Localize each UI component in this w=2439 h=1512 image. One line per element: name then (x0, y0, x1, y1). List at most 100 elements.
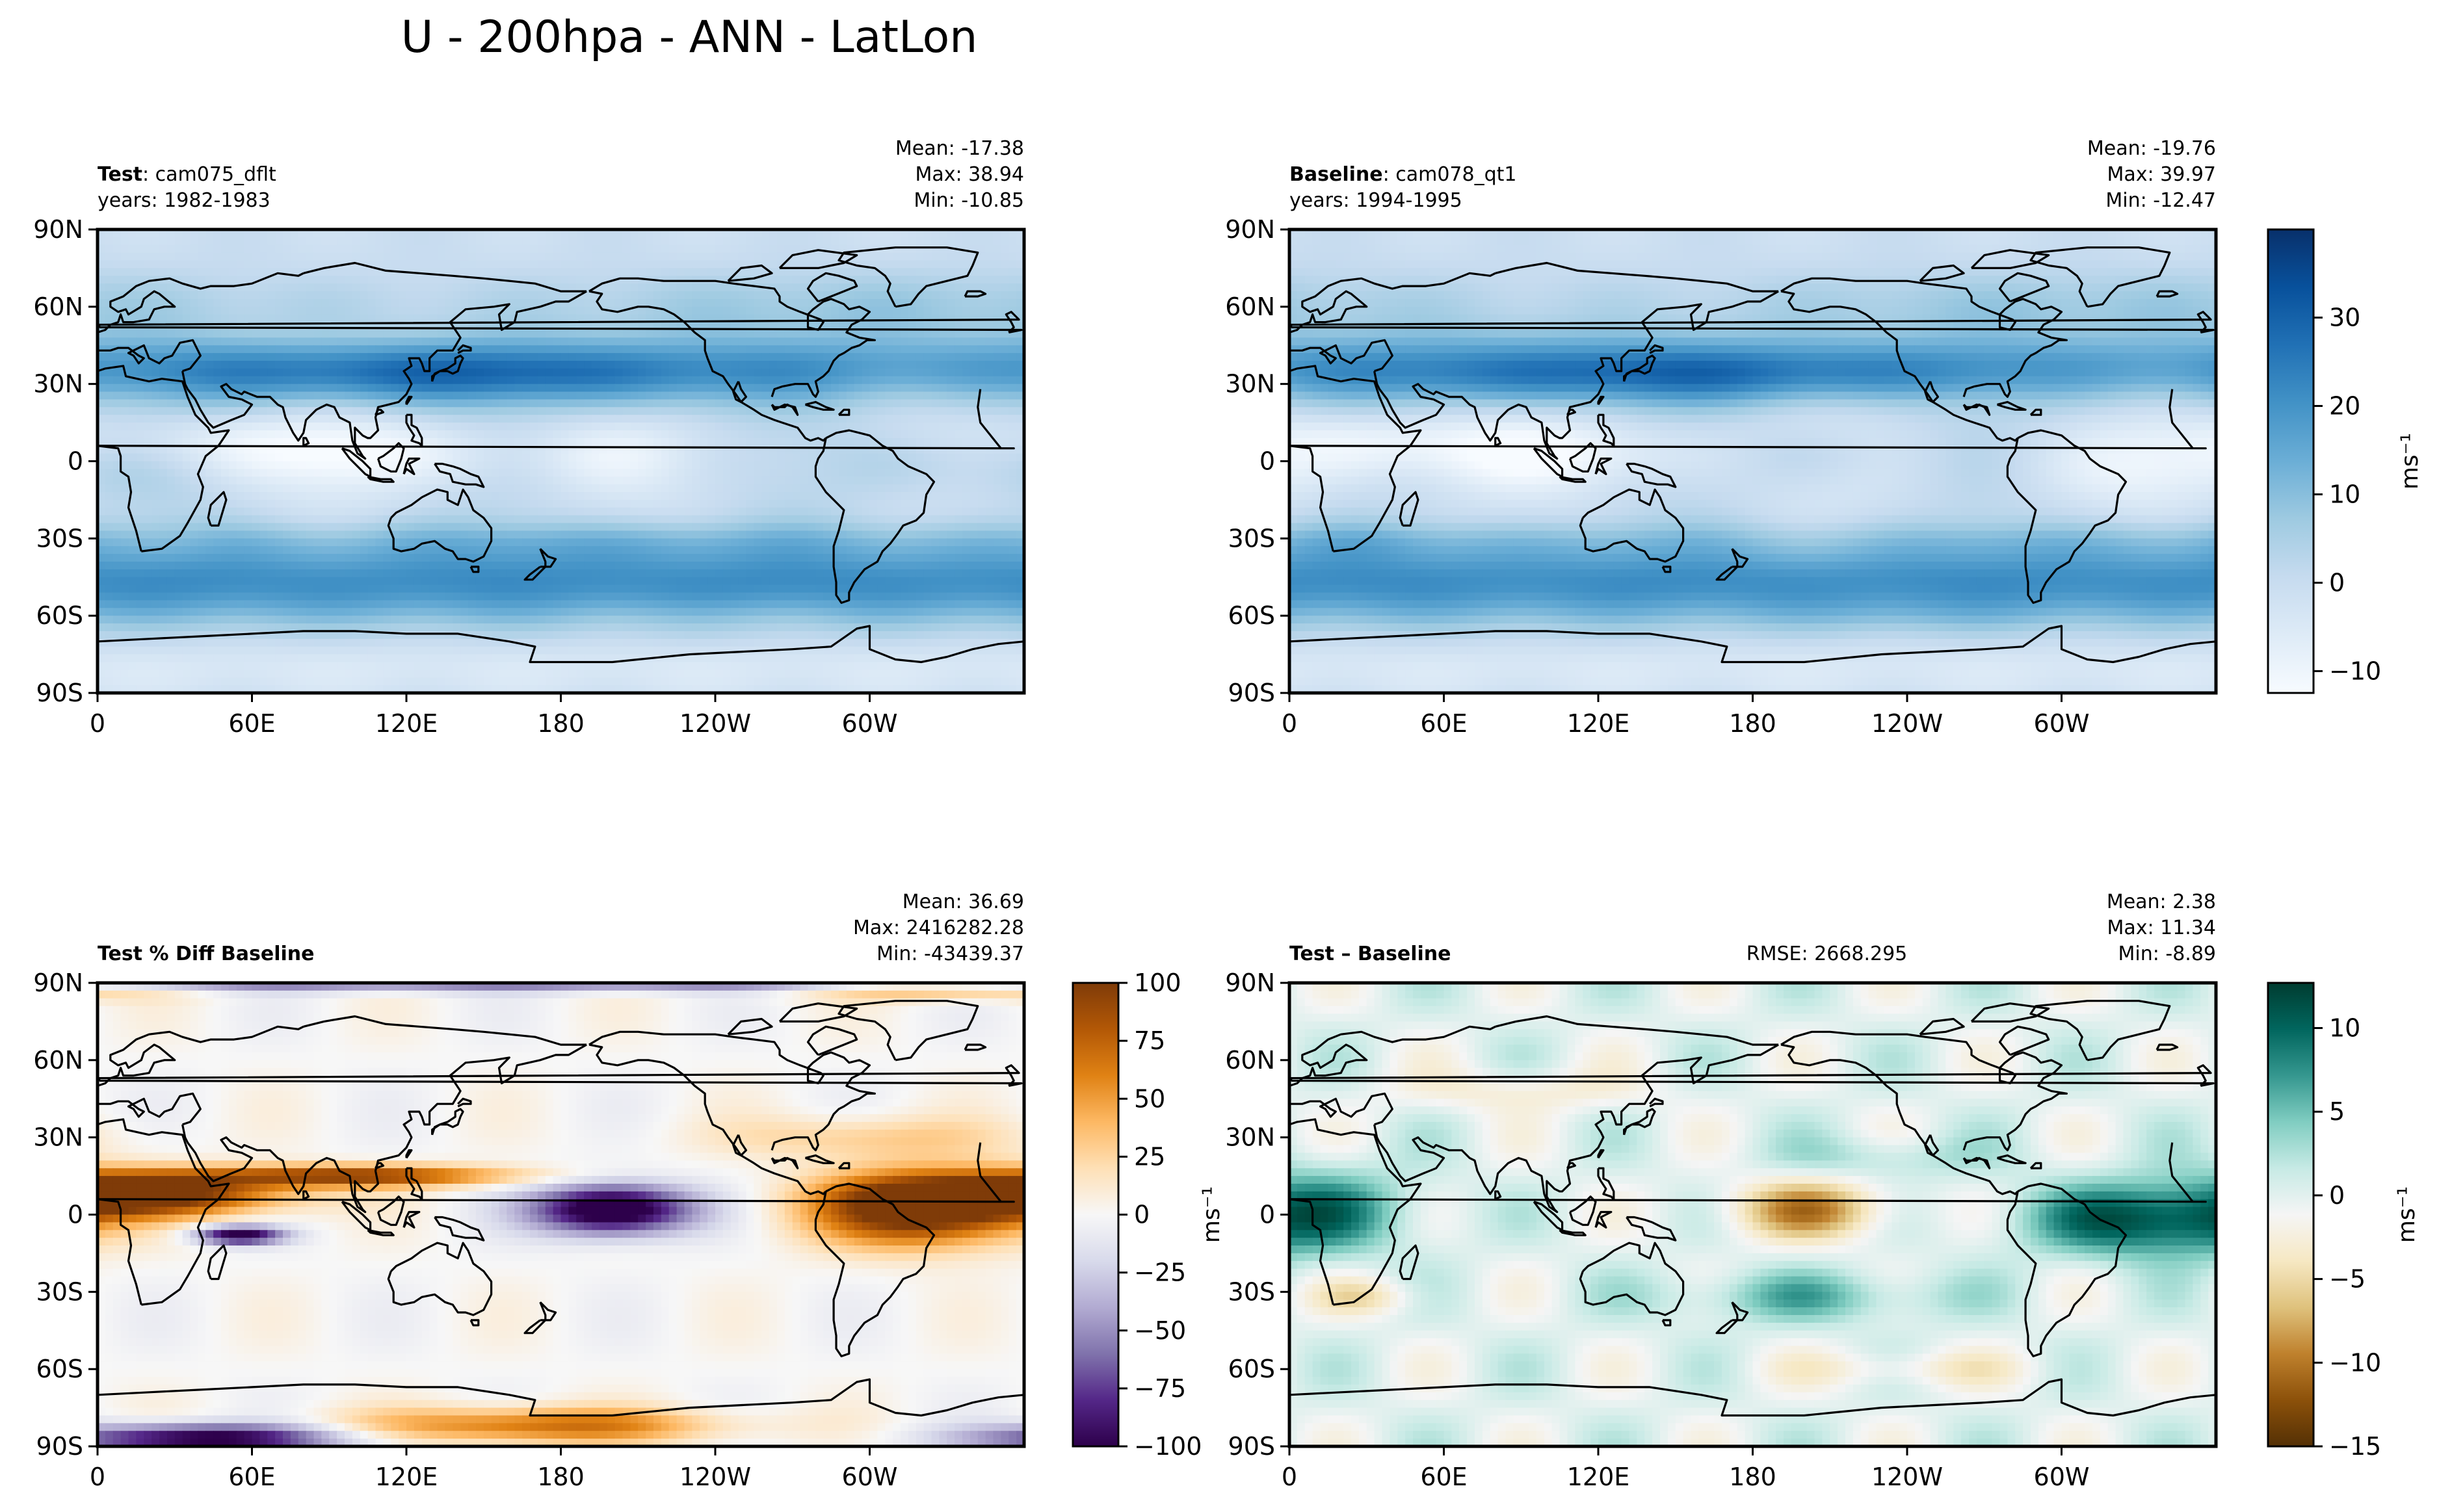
heatmap-cell (345, 492, 352, 500)
heatmap-cell (707, 430, 715, 438)
heatmap-cell (522, 407, 530, 415)
heatmap-cell (267, 476, 275, 484)
heatmap-cell (754, 330, 761, 337)
heatmap-cell (259, 399, 267, 407)
heatmap-cell (283, 330, 291, 337)
heatmap-cell (815, 430, 823, 438)
heatmap-cell (715, 253, 723, 261)
heatmap-cell (306, 353, 314, 361)
heatmap-cell (422, 523, 430, 531)
heatmap-cell (105, 462, 113, 469)
heatmap-cell (391, 538, 399, 546)
heatmap-cell (205, 469, 213, 476)
heatmap-cell (646, 430, 653, 438)
heatmap-cell (607, 283, 615, 291)
heatmap-cell (175, 407, 183, 415)
heatmap-cell (484, 384, 492, 392)
heatmap-cell (677, 384, 685, 392)
heatmap-cell (746, 530, 754, 538)
heatmap-cell (484, 484, 492, 492)
heatmap-cell (213, 361, 221, 369)
heatmap-cell (499, 515, 507, 523)
heatmap-cell (885, 337, 893, 345)
heatmap-cell (237, 337, 244, 345)
heatmap-cell (175, 430, 183, 438)
heatmap-cell (692, 484, 700, 492)
heatmap-cell (113, 515, 121, 523)
heatmap-cell (152, 515, 159, 523)
heatmap-cell (414, 384, 422, 392)
heatmap-cell (121, 299, 129, 307)
heatmap-cell (908, 345, 916, 353)
heatmap-cell (522, 337, 530, 345)
heatmap-cell (221, 515, 229, 523)
heatmap-cell (352, 276, 360, 283)
heatmap-cell (136, 369, 144, 376)
heatmap-cell (630, 469, 638, 476)
heatmap-cell (739, 330, 746, 337)
heatmap-cell (576, 500, 584, 508)
heatmap-cell (893, 307, 901, 315)
heatmap-cell (962, 462, 970, 469)
heatmap-cell (862, 484, 870, 492)
heatmap-cell (839, 530, 847, 538)
heatmap-cell (306, 337, 314, 345)
heatmap-cell (692, 415, 700, 423)
heatmap-cell (916, 500, 924, 508)
heatmap-cell (994, 407, 1001, 415)
heatmap-cell (283, 500, 291, 508)
heatmap-cell (800, 361, 808, 369)
heatmap-cell (453, 523, 460, 531)
heatmap-cell (653, 508, 661, 515)
heatmap-cell (259, 384, 267, 392)
heatmap-cell (761, 508, 769, 515)
heatmap-cell (422, 476, 430, 484)
heatmap-cell (438, 361, 445, 369)
heatmap-cell (329, 345, 337, 353)
heatmap-cell (677, 361, 685, 369)
heatmap-cell (947, 515, 955, 523)
heatmap-cell (244, 353, 252, 361)
heatmap-cell (870, 276, 878, 283)
heatmap-cell (499, 462, 507, 469)
heatmap-cell (994, 376, 1001, 384)
heatmap-cell (955, 462, 962, 469)
heatmap-cell (723, 515, 731, 523)
heatmap-cell (399, 361, 406, 369)
heatmap-cell (337, 515, 345, 523)
heatmap-cell (167, 407, 175, 415)
heatmap-cell (314, 546, 322, 554)
heatmap-cell (337, 454, 345, 462)
heatmap-cell (406, 245, 414, 253)
heatmap-cell (522, 515, 530, 523)
heatmap-cell (183, 438, 191, 446)
heatmap-cell (793, 276, 800, 283)
heatmap-cell (175, 492, 183, 500)
heatmap-cell (847, 438, 854, 446)
heatmap-cell (1001, 500, 1009, 508)
heatmap-cell (955, 369, 962, 376)
heatmap-cell (793, 508, 800, 515)
heatmap-cell (576, 361, 584, 369)
heatmap-cell (460, 283, 468, 291)
heatmap-cell (105, 523, 113, 531)
heatmap-cell (329, 492, 337, 500)
heatmap-cell (584, 376, 592, 384)
heatmap-cell (152, 423, 159, 430)
heatmap-cell (492, 307, 499, 315)
heatmap-cell (576, 430, 584, 438)
heatmap-cell (499, 369, 507, 376)
heatmap-cell (653, 283, 661, 291)
heatmap-cell (121, 268, 129, 276)
heatmap-cell (198, 508, 205, 515)
heatmap-cell (414, 299, 422, 307)
heatmap-cell (739, 299, 746, 307)
heatmap-cell (507, 538, 514, 546)
heatmap-cell (538, 530, 546, 538)
heatmap-cell (267, 438, 275, 446)
heatmap-cell (561, 423, 569, 430)
heatmap-cell (568, 307, 576, 315)
heatmap-cell (159, 261, 167, 268)
heatmap-cell (136, 253, 144, 261)
heatmap-cell (237, 268, 244, 276)
